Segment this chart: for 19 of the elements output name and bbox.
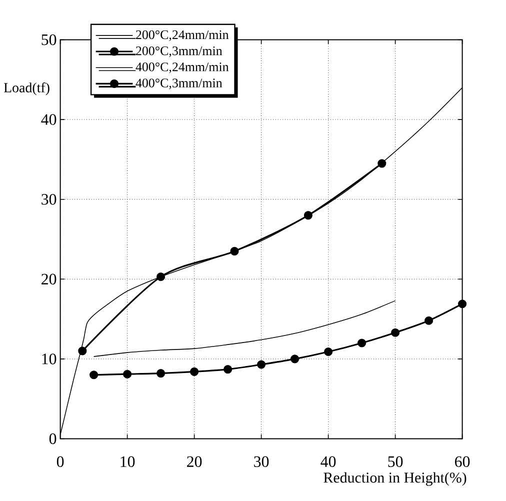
x-tick-label: 0: [56, 456, 64, 468]
x-tick-label: 10: [120, 456, 135, 468]
x-tick-label: 40: [320, 456, 336, 468]
x-axis-title: Reduction in Height(%): [324, 472, 466, 486]
y-tick-label: 40: [41, 114, 56, 125]
x-tick-label: 30: [254, 456, 269, 468]
y-tick-label: 50: [42, 34, 56, 46]
y-tick-label: 20: [42, 274, 56, 285]
y-axis-title: Load(tf): [4, 82, 50, 96]
y-tick-label: 0: [49, 433, 56, 444]
y-tick-label: 30: [42, 194, 56, 205]
legend-label: 200°C,3mm/min: [136, 46, 222, 58]
legend-label: 400°C,24mm/min: [136, 62, 229, 74]
legend-label: 400°C,3mm/min: [136, 78, 222, 90]
x-tick-label: 20: [187, 456, 202, 468]
legend-label: 200°C,24mm/min: [136, 30, 229, 41]
x-tick-label: 60: [455, 456, 470, 468]
y-tick-label: 10: [42, 354, 56, 364]
x-tick-label: 50: [388, 456, 403, 468]
